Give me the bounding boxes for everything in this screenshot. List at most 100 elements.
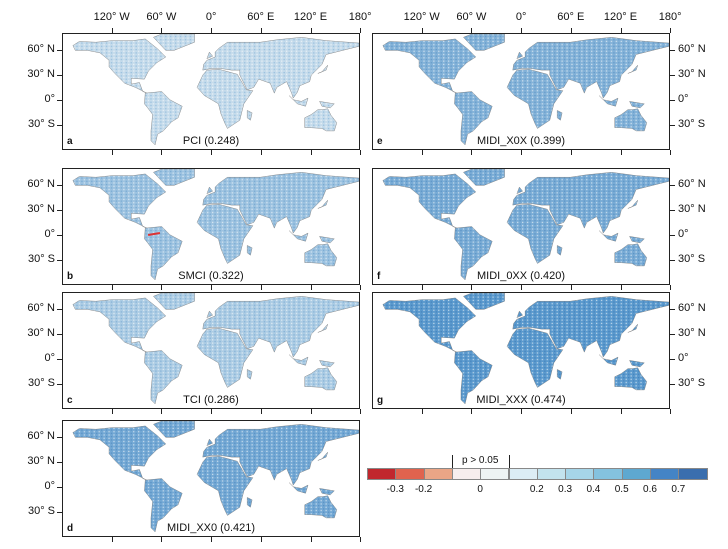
lat-tick-label: 60° N <box>678 302 706 314</box>
colorbar-label: 0.6 <box>643 484 657 495</box>
lat-tick-mark <box>57 50 62 51</box>
lon-tick-mark <box>570 28 572 33</box>
lat-tick-mark <box>57 235 62 236</box>
lon-tick-mark <box>670 285 672 290</box>
lon-tick-mark <box>211 409 213 414</box>
lat-tick-mark <box>57 100 62 101</box>
lon-tick-mark <box>310 150 312 155</box>
panel-letter: f <box>377 271 381 282</box>
lon-tick-mark <box>471 285 473 290</box>
lat-tick-mark <box>57 210 62 211</box>
lon-tick-label: 120° E <box>293 11 328 23</box>
world-map <box>72 34 359 146</box>
colorbar-cell <box>650 468 680 480</box>
lat-tick-label: 60° N <box>27 178 55 190</box>
lon-tick-mark <box>620 285 622 290</box>
lat-tick-label: 0° <box>678 228 689 240</box>
lon-tick-label: 180° <box>348 11 372 23</box>
lon-tick-label: 120° E <box>603 11 638 23</box>
lat-tick-mark <box>670 359 675 360</box>
lat-tick-mark <box>670 75 675 76</box>
panel-title: MIDI_XX0 (0.421) <box>164 522 258 534</box>
colorbar-cell <box>508 468 538 480</box>
lat-tick-mark <box>670 50 675 51</box>
lon-tick-mark <box>111 409 113 414</box>
lat-tick-mark <box>670 210 675 211</box>
lon-tick-mark <box>521 409 523 414</box>
lon-tick-mark <box>521 150 523 155</box>
lon-tick-mark <box>360 28 362 33</box>
lon-tick-label: 180° <box>658 11 682 23</box>
lon-tick-mark <box>161 409 163 414</box>
lat-tick-mark <box>57 75 62 76</box>
colorbar-cell <box>593 468 623 480</box>
map-panel-e: e MIDI_X0X (0.399) <box>372 33 670 150</box>
colorbar-cell <box>621 468 651 480</box>
lat-tick-mark <box>57 309 62 310</box>
lon-tick-mark <box>360 285 362 290</box>
lat-tick-label: 30° S <box>678 377 706 389</box>
colorbar-label: 0.7 <box>671 484 686 495</box>
colorbar-label: 0.2 <box>529 484 544 495</box>
world-map <box>382 293 669 405</box>
lon-tick-label: 120° W <box>403 11 440 23</box>
lon-tick-mark <box>161 537 163 542</box>
colorbar-label: 0.3 <box>558 484 573 495</box>
lat-tick-mark <box>57 462 62 463</box>
colorbar-label: -0.3 <box>386 484 404 495</box>
lat-tick-mark <box>57 260 62 261</box>
lat-tick-label: 60° N <box>27 43 55 55</box>
lon-tick-label: 0° <box>205 11 217 23</box>
lon-tick-mark <box>670 409 672 414</box>
map-panel-b: b SMCI (0.322) <box>62 168 360 285</box>
lon-tick-mark <box>570 409 572 414</box>
lon-tick-mark <box>161 285 163 290</box>
lon-tick-mark <box>260 537 262 542</box>
lon-tick-mark <box>360 537 362 542</box>
lon-tick-mark <box>360 409 362 414</box>
lon-tick-mark <box>310 28 312 33</box>
lat-tick-mark <box>57 437 62 438</box>
colorbar-cell <box>423 468 453 480</box>
lat-tick-label: 60° N <box>678 43 706 55</box>
lon-tick-mark <box>521 285 523 290</box>
map-panel-a: a PCI (0.248) <box>62 33 360 150</box>
lat-tick-mark <box>57 334 62 335</box>
lon-tick-mark <box>211 285 213 290</box>
lon-tick-mark <box>620 28 622 33</box>
lat-tick-label: 0° <box>44 480 55 492</box>
lat-tick-label: 0° <box>44 352 55 364</box>
colorbar-label: -0.2 <box>414 484 433 495</box>
lon-tick-mark <box>421 409 423 414</box>
lat-tick-mark <box>57 185 62 186</box>
lon-tick-label: 60° E <box>557 11 585 23</box>
lat-tick-mark <box>670 185 675 186</box>
lat-tick-label: 0° <box>678 93 689 105</box>
lon-tick-mark <box>521 28 523 33</box>
colorbar-cell <box>367 468 397 480</box>
lon-tick-mark <box>421 285 423 290</box>
lat-tick-mark <box>670 235 675 236</box>
lat-tick-mark <box>57 125 62 126</box>
map-panel-c: c TCI (0.286) <box>62 292 360 409</box>
panel-title: SMCI (0.322) <box>176 270 246 282</box>
lat-tick-mark <box>57 359 62 360</box>
panel-title: MIDI_X0X (0.399) <box>474 135 568 147</box>
lat-tick-label: 30° N <box>27 68 55 80</box>
lat-tick-label: 30° S <box>27 118 55 130</box>
lat-tick-label: 0° <box>678 352 689 364</box>
lat-tick-mark <box>57 487 62 488</box>
lon-tick-mark <box>421 28 423 33</box>
lat-tick-label: 30° N <box>678 327 706 339</box>
colorbar-label: 0.4 <box>586 484 601 495</box>
lat-tick-label: 30° N <box>27 203 55 215</box>
lon-tick-mark <box>211 537 213 542</box>
panel-letter: g <box>377 395 384 406</box>
lon-tick-mark <box>471 150 473 155</box>
lat-tick-label: 30° S <box>27 253 55 265</box>
lon-tick-label: 60° W <box>146 11 177 23</box>
colorbar-cell <box>451 468 482 480</box>
lat-tick-mark <box>57 512 62 513</box>
lat-tick-label: 30° S <box>678 118 706 130</box>
lon-tick-mark <box>620 409 622 414</box>
